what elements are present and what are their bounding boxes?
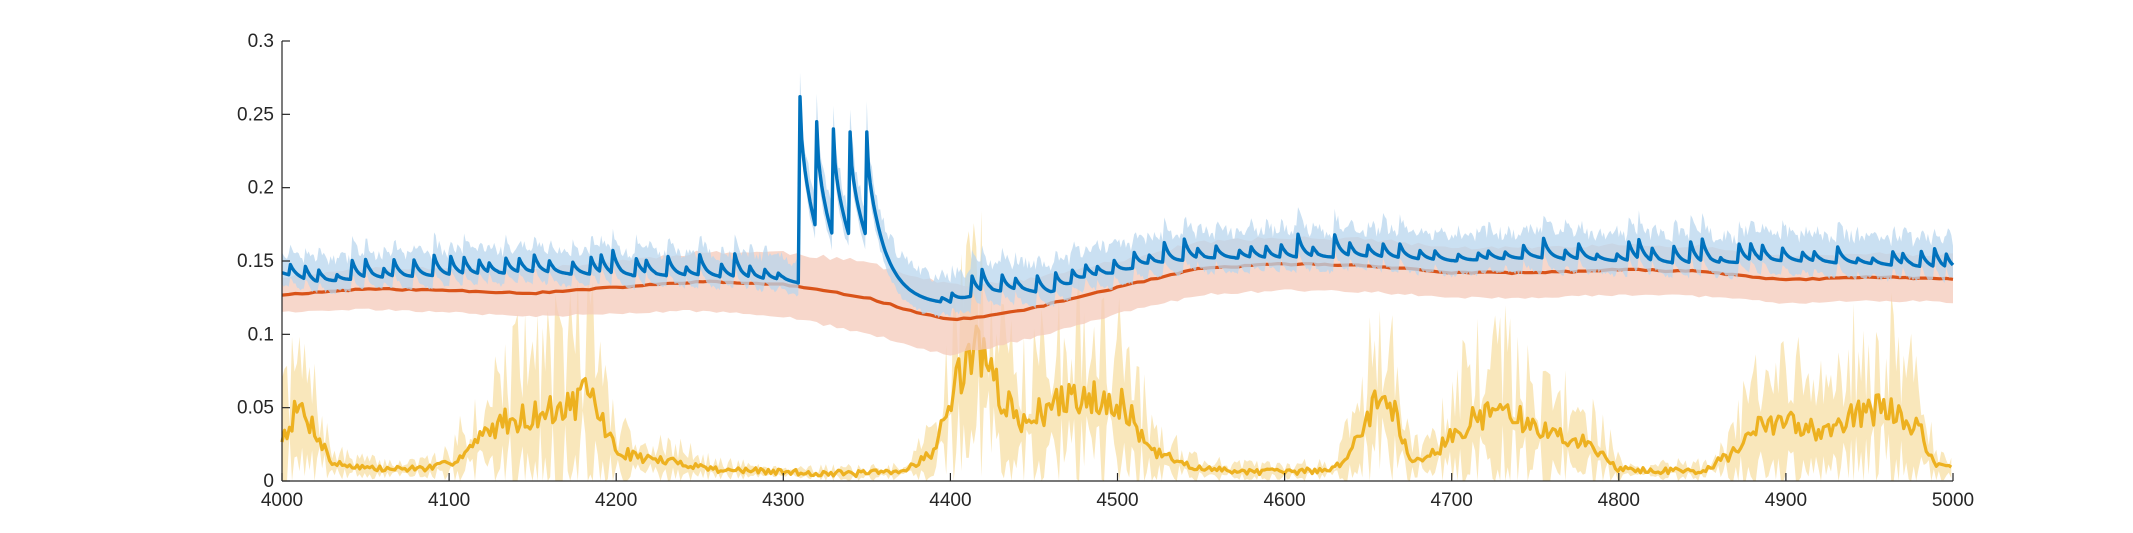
y-tick-label: 0.15 xyxy=(237,251,274,272)
x-tick-label: 4200 xyxy=(595,490,637,511)
x-tick-label: 4800 xyxy=(1598,490,1640,511)
y-tick-label: 0.1 xyxy=(248,324,274,345)
y-tick-label: 0.3 xyxy=(248,31,274,52)
plot-area xyxy=(282,73,1953,481)
x-tick-label: 4900 xyxy=(1765,490,1807,511)
x-tick-label: 4500 xyxy=(1096,490,1138,511)
y-tick-label: 0 xyxy=(263,471,274,492)
y-tick-label: 0.2 xyxy=(248,178,274,199)
y-tick-label: 0.05 xyxy=(237,398,274,419)
y-tick-label: 0.25 xyxy=(237,104,274,125)
x-tick-label: 4400 xyxy=(929,490,971,511)
x-tick-label: 4700 xyxy=(1431,490,1473,511)
x-tick-label: 4300 xyxy=(762,490,804,511)
x-tick-label: 4100 xyxy=(428,490,470,511)
x-tick-label: 4600 xyxy=(1263,490,1305,511)
x-tick-label: 4000 xyxy=(261,490,303,511)
x-tick-label: 5000 xyxy=(1932,490,1974,511)
